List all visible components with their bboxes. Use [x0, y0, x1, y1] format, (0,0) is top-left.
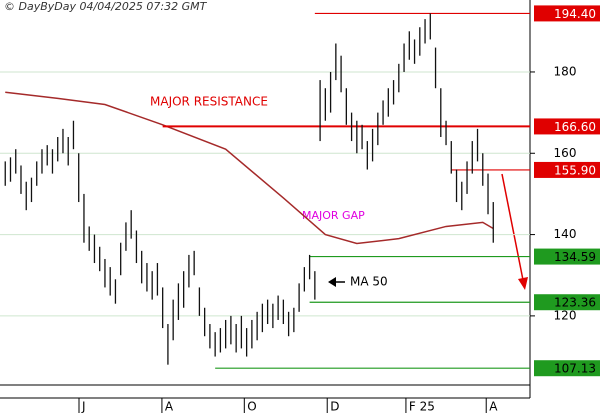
x-tick-label: F 25 [409, 400, 435, 413]
x-tick-label: O [247, 400, 256, 413]
y-tick-label: 160 [554, 146, 577, 160]
y-tick-label: 120 [554, 308, 577, 322]
arrow [328, 277, 345, 287]
annotation: MAJOR GAP [302, 209, 365, 222]
x-tick-label: A [165, 400, 174, 413]
level-box [534, 294, 600, 311]
arrow [501, 173, 528, 290]
level-label: 134.59 [554, 250, 596, 264]
moving-average [5, 91, 494, 245]
annotation: MA 50 [350, 275, 388, 289]
y-tick-label: 140 [554, 227, 577, 241]
header: © DayByDay 04/04/2025 07:32 GMT [4, 0, 208, 13]
level-box [534, 248, 600, 265]
x-tick-label: J [81, 400, 86, 413]
level-label: 155.90 [554, 163, 596, 177]
level-label: 123.36 [554, 296, 596, 310]
x-tick-label: A [489, 400, 498, 413]
level-box [534, 360, 600, 377]
annotation: MAJOR RESISTANCE [150, 95, 268, 109]
level-label: 107.13 [554, 362, 596, 376]
level-box [534, 118, 600, 135]
level-label: 194.40 [554, 7, 596, 21]
x-tick-label: D [330, 400, 339, 413]
y-tick-label: 180 [554, 64, 577, 78]
level-label: 166.60 [554, 120, 596, 134]
level-box [534, 161, 600, 178]
level-box [534, 5, 600, 22]
